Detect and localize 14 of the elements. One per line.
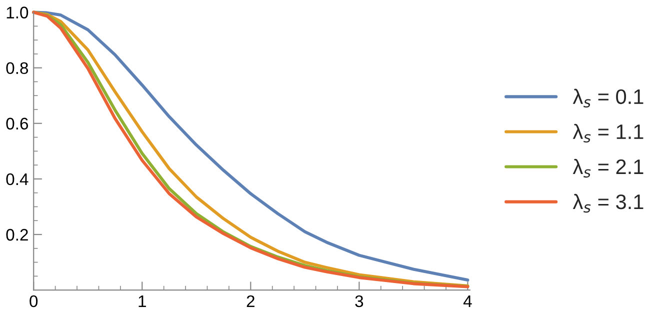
legend-label: λ$_{s}$ = 0.1 xyxy=(572,88,644,108)
y-tick-label: 0.6 xyxy=(6,118,28,130)
legend-label: λ$_{s}$ = 2.1 xyxy=(572,158,644,178)
x-tick-label: 2 xyxy=(246,295,254,307)
y-tick-label: 0.4 xyxy=(6,173,28,186)
legend-label: λ$_{s}$ = 1.1 xyxy=(572,124,644,143)
y-tick-label: 0.2 xyxy=(6,228,28,241)
y-tick-label: 0.8 xyxy=(6,62,28,74)
x-tick-label: 3 xyxy=(355,295,364,308)
y-tick-label: 1.0 xyxy=(6,6,28,18)
x-tick-label: 1 xyxy=(138,296,146,307)
legend-label: λ$_{s}$ = 3.1 xyxy=(572,194,644,213)
x-tick-label: 4 xyxy=(463,296,472,307)
x-tick-label: 0 xyxy=(30,295,38,308)
